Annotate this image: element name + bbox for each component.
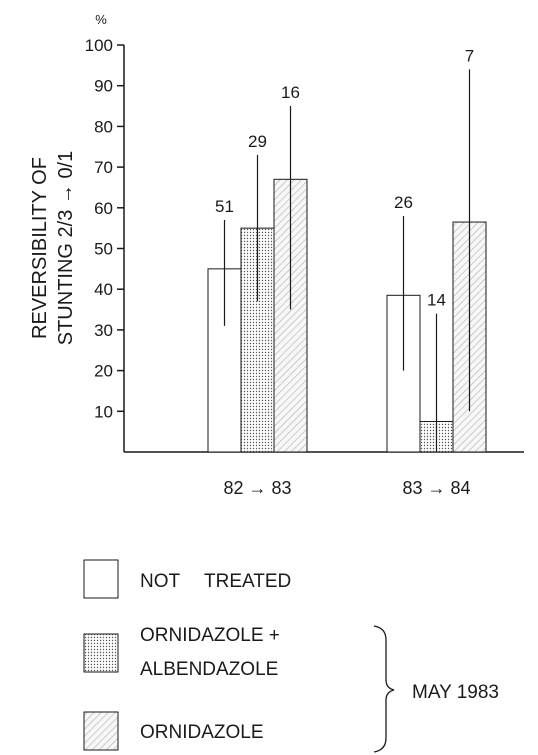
x-category-labels: 82 → 83 83 → 84 (223, 478, 470, 498)
x-category-label-1: 82 → 83 (223, 478, 291, 498)
legend-bracket-label: MAY 1983 (412, 682, 499, 703)
sample-size-label-ornidazole-albendazole-2: 14 (427, 291, 446, 310)
y-tick-label-80: 80 (94, 117, 113, 136)
y-tick-label-10: 10 (94, 402, 113, 421)
sample-size-label-not-treated-2: 26 (394, 193, 413, 212)
legend-label-ornidazole-albendazole-2: ALBENDAZOLE (140, 659, 278, 680)
sample-size-label-ornidazole-albendazole-1: 29 (248, 132, 267, 151)
y-tick-label-20: 20 (94, 362, 113, 381)
y-unit-label: % (95, 12, 107, 27)
y-tick-label-100: 100 (85, 36, 113, 55)
legend-label-not-treated-2: TREATED (204, 571, 291, 592)
y-tick-label-70: 70 (94, 158, 113, 177)
x-category-label-2: 83 → 84 (402, 478, 470, 498)
legend-swatch-not-treated (83, 559, 119, 599)
y-axis-title-line1: REVERSIBILITY OF (29, 157, 51, 339)
y-tick-label-60: 60 (94, 199, 113, 218)
y-tick-label-90: 90 (94, 77, 113, 96)
legend-bracket (373, 625, 395, 753)
y-axis-title: REVERSIBILITY OF STUNTING 2/3 → 0/1 (29, 151, 77, 346)
y-axis-title-line2: STUNTING 2/3 → 0/1 (55, 151, 77, 346)
sample-size-label-not-treated-1: 51 (215, 197, 234, 216)
y-tick-label-50: 50 (94, 240, 113, 259)
sample-size-label-ornidazole-1: 16 (281, 83, 300, 102)
bar-ornidazole-albendazole-1 (240, 227, 275, 453)
y-tick-label-30: 30 (94, 321, 113, 340)
legend-swatch-ornidazole-albendazole (83, 633, 119, 673)
legend-label-ornidazole-albendazole-1: ORNIDAZOLE + (140, 625, 280, 646)
y-ticks: 10 20 30 40 50 60 70 80 90 100 (85, 36, 124, 421)
bars: 51 29 16 26 14 7 (207, 46, 487, 453)
legend-label-not-treated-1: NOT (140, 571, 181, 592)
y-tick-label-40: 40 (94, 280, 113, 299)
sample-size-label-ornidazole-2: 7 (465, 46, 474, 65)
legend-swatch-ornidazole (83, 711, 119, 751)
legend: NOT TREATED ORNIDAZOLE + ALBENDAZOLE ORN… (83, 559, 499, 753)
legend-label-ornidazole: ORNIDAZOLE (140, 722, 264, 743)
